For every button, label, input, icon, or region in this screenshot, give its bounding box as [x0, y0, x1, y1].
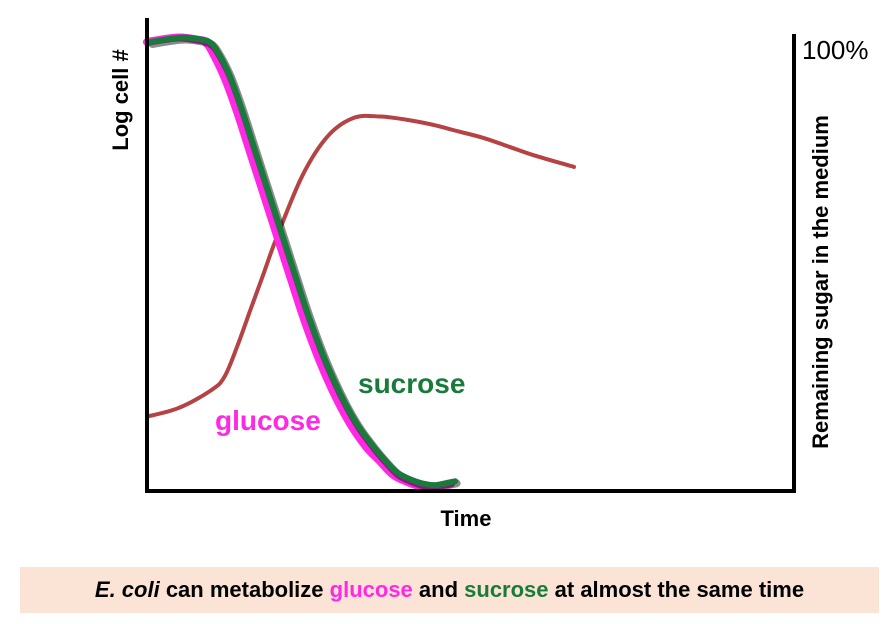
caption-banner: E. coli can metabolize glucose and sucro…	[20, 567, 879, 613]
series-layer	[143, 33, 576, 492]
series-cell-growth-line	[145, 113, 576, 419]
series-sucrose-line	[148, 34, 459, 489]
glucose-label: glucose	[215, 405, 321, 436]
caption-text-1: can metabolize	[159, 577, 330, 602]
caption-text-3: at almost the same time	[548, 577, 805, 602]
caption-organism: E. coli	[94, 577, 160, 602]
caption-sucrose: sucrose	[464, 577, 549, 602]
right-axis-100-label: 100%	[802, 35, 869, 65]
y-axis-right-title: Remaining sugar in the medium	[808, 115, 833, 449]
caption-text-2: and	[412, 577, 465, 602]
caption-glucose: glucose	[329, 577, 413, 602]
x-axis-title: Time	[441, 506, 492, 531]
y-axis-left-title: Log cell #	[108, 49, 133, 150]
sucrose-label: sucrose	[358, 368, 465, 399]
